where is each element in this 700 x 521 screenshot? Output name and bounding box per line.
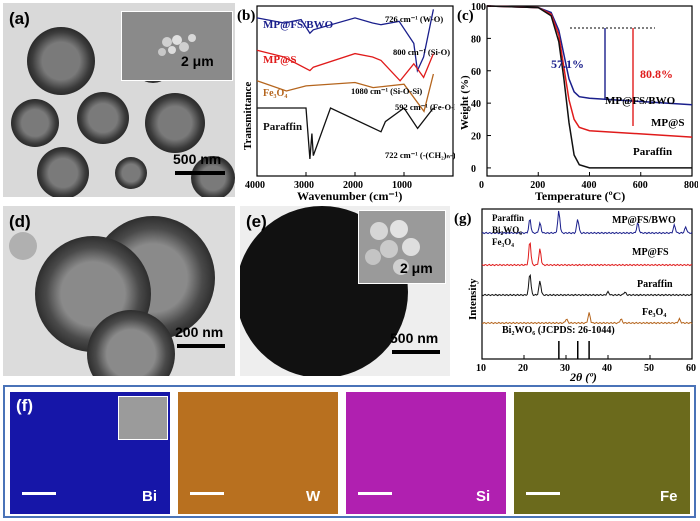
eds-map-fe: Fe — [514, 392, 690, 514]
panel-label-g: (g) — [454, 211, 472, 227]
plot-frame-g — [481, 208, 693, 360]
element-label-bi: Bi — [142, 488, 157, 505]
series-line-g-0 — [481, 210, 693, 235]
panel-label-f: (f) — [16, 396, 33, 415]
chart-b-ftir: (b) Transmittance 4000 3000 2000 1000 Waven… — [237, 5, 455, 203]
annotation-1080: 1080 cm⁻¹ (Si-O-Si) — [351, 86, 422, 96]
panel-d-tem-image: (d) 200 nm — [3, 206, 235, 376]
annotation-80-8: 80.8% — [640, 67, 673, 81]
x-tick-label-g-4: 50 — [644, 363, 654, 374]
series-label-mpfs-g: MP@FS — [632, 247, 669, 258]
panel-label-a: (a) — [9, 9, 30, 28]
panel-label-c: (c) — [457, 8, 474, 24]
scale-label-a: 500 nm — [173, 151, 222, 167]
panel-f-eds-frame — [3, 385, 696, 518]
annotation-722: 722 cm⁻¹ (-(CH₂)ₙ-) — [385, 150, 455, 160]
scale-label-e: 500 nm — [390, 330, 439, 346]
y-tick-label-c-1: 20 — [471, 132, 481, 143]
tem-spheres-d — [9, 216, 215, 376]
eds-map-si: Si — [346, 392, 506, 514]
x-tick-label-b-1: 3000 — [294, 180, 314, 191]
annotation-726: 726 cm⁻¹ (W-O) — [385, 14, 443, 24]
element-label-w: W — [306, 488, 321, 505]
chart-c-tga: (c) Weight (%) 0 200 400 600 800 0 20 40 60 80 10… — [457, 2, 698, 203]
inset-sem-f — [118, 396, 168, 440]
series-line-b-1 — [256, 49, 435, 82]
x-tick-label-g-0: 10 — [476, 363, 486, 374]
scale-label-inset-a: 2 μm — [181, 53, 214, 69]
series-line-b-2 — [256, 73, 435, 113]
y-axis-label-c: Weight (%) — [459, 75, 471, 130]
scale-bar-bi — [22, 492, 56, 495]
x-tick-label-c-2: 400 — [582, 180, 597, 191]
series-line-b-0 — [256, 9, 435, 73]
panel-label-e: (e) — [246, 212, 267, 231]
x-axis-label-b: Wavenumber (cm⁻¹) — [297, 189, 402, 203]
series-line-b-3 — [257, 107, 434, 160]
scale-bar-d — [177, 344, 225, 348]
eds-map-bi: (f) Bi — [10, 392, 170, 514]
x-tick-label-c-1: 200 — [530, 180, 545, 191]
inset-sem-a — [121, 11, 233, 81]
legend-fe3o4-g: Fe₃O₄ — [492, 237, 514, 247]
series-label-fe3o4-b: Fe₃O₄ — [263, 88, 287, 99]
scale-bar-fe — [526, 492, 560, 495]
series-line-c-0 — [486, 5, 693, 106]
series-line-c-1 — [486, 5, 693, 138]
scale-bar-w — [190, 492, 224, 495]
reference-label-g: Bi₂WO₆ (JCPDS: 26-1044) — [502, 325, 615, 336]
x-tick-label-b-3: 1000 — [392, 180, 412, 191]
series-line-g-1 — [481, 242, 693, 267]
annotation-800: 800 cm⁻¹ (Si-O) — [393, 47, 450, 57]
scale-label-inset-e: 2 μm — [400, 260, 433, 276]
legend-paraffin-g: Paraffin — [492, 213, 524, 223]
inset-sem-e — [358, 210, 446, 284]
element-label-si: Si — [476, 488, 491, 505]
x-tick-label-g-5: 60 — [686, 363, 696, 374]
series-label-paraffin-b: Paraffin — [263, 121, 302, 133]
panel-e-tem-image: (e) 2 μm 500 nm — [240, 206, 450, 376]
y-tick-label-c-0: 0 — [471, 164, 476, 175]
series-label-mpfsbwo-c: MP@FS/BWO — [605, 95, 676, 107]
legend-bi2wo6-g: Bi₂WO₆ — [492, 225, 522, 235]
y-axis-label-b: Transmittance — [242, 82, 254, 150]
x-tick-label-g-1: 20 — [518, 363, 528, 374]
y-tick-label-c-2: 40 — [471, 99, 481, 110]
x-tick-label-b-0: 4000 — [245, 180, 265, 191]
series-label-mpfsbwo-g: MP@FS/BWO — [612, 215, 676, 226]
scale-label-d: 200 nm — [175, 324, 224, 340]
panel-a-tem-image: 2 μm (a) 500 nm — [3, 3, 235, 197]
series-label-mpfsbwo: MP@FS/BWO — [263, 19, 334, 31]
x-tick-label-g-2: 30 — [560, 363, 570, 374]
y-tick-label-c-3: 60 — [471, 67, 481, 78]
y-tick-label-c-5: 100 — [471, 2, 486, 13]
series-label-fe3o4-g: Fe₃O₄ — [642, 307, 666, 318]
x-tick-label-b-2: 2000 — [343, 180, 363, 191]
series-label-mps-c: MP@S — [651, 117, 684, 129]
y-tick-label-c-4: 80 — [471, 34, 481, 45]
x-tick-label-g-3: 40 — [602, 363, 612, 374]
annotation-57-1: 57.1% — [551, 57, 584, 71]
x-tick-label-c-4: 800 — [684, 180, 698, 191]
element-label-fe: Fe — [660, 488, 678, 505]
panel-label-d: (d) — [9, 212, 31, 231]
x-tick-label-c-3: 600 — [633, 180, 648, 191]
series-line-g-3 — [481, 312, 693, 325]
series-label-paraffin-g: Paraffin — [637, 279, 673, 290]
series-line-c-2 — [486, 5, 692, 169]
series-label-paraffin-c: Paraffin — [633, 146, 672, 158]
scale-bar-e — [392, 350, 440, 354]
annotation-592: 592 cm⁻¹ (Fe-O-Fe) — [395, 102, 455, 112]
scale-bar-a — [175, 171, 225, 175]
series-label-mps: MP@S — [263, 54, 296, 66]
y-axis-label-g: Intensity — [467, 278, 479, 320]
x-axis-label-c: Temperature (ºC) — [535, 189, 625, 203]
x-axis-label-g: 2θ (º) — [569, 370, 597, 384]
series-line-g-2 — [481, 273, 693, 297]
eds-map-w: W — [178, 392, 338, 514]
panel-label-b: (b) — [237, 8, 255, 24]
chart-g-xrd: (g) Intensity 10 20 30 40 50 60 2θ (º) Paraff… — [454, 208, 696, 384]
x-tick-label-c-0: 0 — [479, 180, 484, 191]
scale-bar-si — [358, 492, 392, 495]
